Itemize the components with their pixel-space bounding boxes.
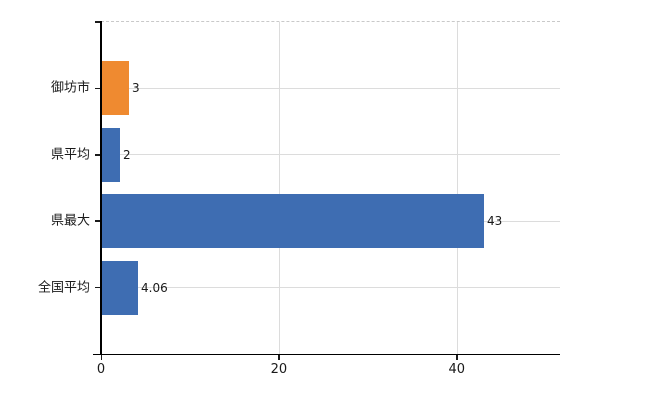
y-axis-top-tick xyxy=(95,21,101,23)
x-gridline xyxy=(278,22,280,354)
value-label: 3 xyxy=(132,81,140,96)
x-tick-label: 20 xyxy=(270,362,288,377)
category-label: 県最大 xyxy=(50,213,90,229)
category-label: 県平均 xyxy=(50,147,90,163)
y-axis-tick xyxy=(95,286,101,289)
category-gridline xyxy=(101,87,560,89)
plot-top-border xyxy=(101,21,560,22)
y-axis-tick xyxy=(95,220,101,222)
bar-全国平均 xyxy=(102,260,138,315)
x-tick-label: 40 xyxy=(448,362,466,377)
x-axis xyxy=(93,353,560,355)
x-axis-tick xyxy=(100,355,102,360)
x-gridline xyxy=(456,22,458,354)
y-axis-tick xyxy=(95,154,101,156)
category-gridline xyxy=(101,154,560,156)
x-tick-label: 0 xyxy=(96,362,106,377)
bar-県最大 xyxy=(102,194,484,249)
category-label: 全国平均 xyxy=(37,280,90,296)
value-label: 43 xyxy=(487,214,503,229)
x-axis-tick xyxy=(456,355,458,360)
y-axis xyxy=(100,21,102,355)
bar-県平均 xyxy=(102,127,120,182)
category-label: 御坊市 xyxy=(50,80,90,96)
value-label: 2 xyxy=(123,147,131,162)
bar-御坊市 xyxy=(102,61,129,116)
y-axis-tick xyxy=(95,87,101,90)
x-axis-tick xyxy=(278,355,280,360)
value-label: 4.06 xyxy=(141,280,168,295)
category-gridline xyxy=(101,287,560,289)
